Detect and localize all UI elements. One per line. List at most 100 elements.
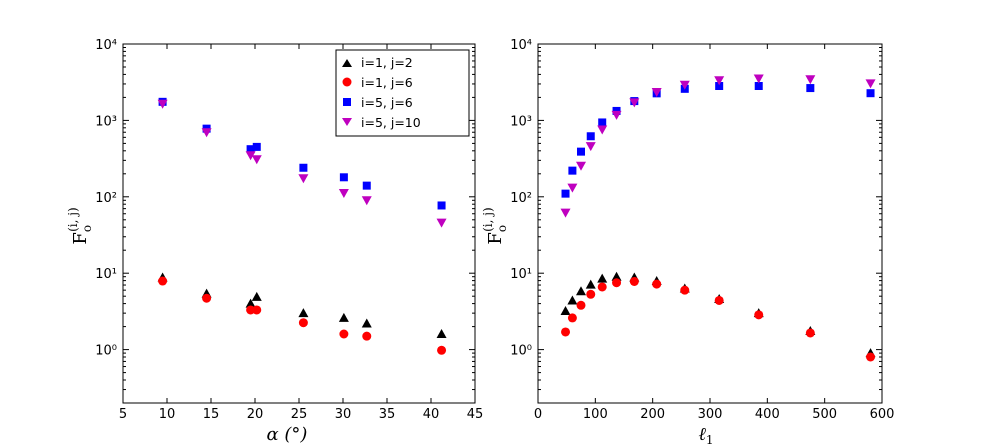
left-data-points [157, 97, 447, 355]
right-point-square [598, 118, 607, 127]
left-point-square [339, 173, 348, 182]
right-point-triangle-down [865, 79, 876, 89]
right-point-triangle-up [597, 273, 608, 283]
left-x-tick-label: 10 [159, 407, 176, 422]
right-point-circle [597, 282, 607, 292]
right-point-circle [866, 352, 876, 362]
right-point-triangle-up [567, 295, 578, 305]
left-point-circle [437, 345, 447, 355]
right-y-tick-label: 10² [510, 191, 532, 206]
right-point-triangle-down [805, 75, 816, 85]
svg-text:Fo(i, j): Fo(i, j) [66, 207, 94, 244]
right-point-square [866, 89, 875, 98]
right-point-triangle-up [576, 286, 586, 296]
right-x-tick-label: 0 [534, 407, 542, 422]
legend-box [335, 49, 470, 137]
right-point-circle [567, 313, 577, 323]
left-point-square [252, 142, 261, 151]
left-x-tick-label: 30 [335, 407, 352, 422]
right-point-triangle-down [753, 74, 764, 84]
right-point-triangle-down [679, 80, 690, 90]
legend-entry-i5-j10: i=5, j=10 [342, 115, 421, 130]
right-point-square [806, 84, 815, 93]
left-point-circle [339, 329, 349, 339]
right-y-label-sup: (i, j) [481, 207, 495, 232]
legend-marker-circle [342, 77, 352, 87]
left-point-triangle-down [157, 99, 168, 109]
right-y-tick-label: 10⁰ [510, 344, 532, 359]
right-y-label-main: F [485, 232, 506, 245]
right-point-circle [586, 289, 596, 299]
left-x-tick-label: 35 [379, 407, 396, 422]
left-x-tick-label: 25 [291, 407, 308, 422]
right-point-triangle-down [714, 76, 725, 86]
right-point-triangle-down [611, 110, 622, 120]
right-x-tick-label: 300 [698, 407, 723, 422]
left-y-label-main: F [70, 232, 91, 245]
right-point-square [586, 132, 595, 141]
svg-text:ℓ1: ℓ1 [698, 424, 713, 447]
left-point-triangle-down [251, 155, 262, 165]
right-point-circle [561, 327, 571, 337]
right-x-tick-label: 500 [812, 407, 837, 422]
right-x-tick-label: 100 [583, 407, 608, 422]
left-point-circle [252, 305, 262, 315]
right-point-triangle-down [567, 183, 578, 193]
left-x-axis-label-text: α (°) [267, 424, 308, 445]
left-x-tick-label: 40 [423, 407, 440, 422]
right-point-triangle-down [651, 88, 662, 98]
left-point-circle [202, 293, 212, 303]
left-series-i-5-j-10 [157, 99, 447, 228]
left-point-triangle-up [251, 291, 262, 301]
left-y-tick-label: 10² [95, 191, 117, 206]
legend: i=1, j=2 i=1, j=6 i=5, j=6 i=5, j=10 [335, 49, 470, 137]
left-y-tick-label: 10³ [95, 114, 117, 129]
left-x-tick-label: 15 [203, 407, 220, 422]
right-x-tick-label: 200 [640, 407, 665, 422]
right-y-tick-label: 10³ [510, 114, 532, 129]
left-point-triangle-up [298, 308, 309, 318]
right-x-label-main: ℓ [698, 424, 706, 445]
left-point-circle [362, 331, 372, 341]
right-x-label-sub: 1 [706, 433, 714, 447]
legend-label: i=5, j=10 [361, 115, 421, 130]
right-point-triangle-down [576, 161, 586, 171]
left-point-square [437, 201, 446, 210]
right-point-square [715, 82, 724, 91]
right-point-square [577, 147, 585, 156]
left-point-triangle-down [298, 174, 309, 184]
right-point-square [561, 189, 570, 198]
right-chart: 0 100 200 300 400 500 600 10⁰ 10¹ 10² 10³ 10⁴ ℓ1 Fo… [481, 38, 894, 447]
right-point-circle [612, 278, 622, 288]
right-point-triangle-down [585, 142, 596, 152]
legend-label: i=5, j=6 [361, 95, 413, 110]
left-y-tick-label: 10⁰ [95, 344, 117, 359]
right-point-square [754, 82, 763, 91]
left-point-triangle-down [361, 196, 372, 206]
right-point-square [568, 166, 577, 175]
left-point-triangle-down [201, 128, 212, 138]
left-point-triangle-down [245, 151, 256, 161]
left-series-i-1-j-6 [158, 276, 447, 355]
right-point-triangle-up [560, 306, 571, 316]
legend-entry-i5-j6: i=5, j=6 [343, 95, 413, 110]
right-ticks: 0 100 200 300 400 500 600 10⁰ 10¹ 10² 10³ 10⁴ [510, 38, 894, 422]
left-chart: 5 10 15 20 25 30 35 40 45 10⁰ 10¹ 10² 10³ 10⁴ α (°) F… [66, 38, 483, 445]
left-x-tick-label: 5 [119, 407, 127, 422]
right-point-triangle-down [560, 208, 571, 218]
right-point-circle [754, 310, 764, 320]
right-point-circle [629, 276, 639, 286]
right-point-circle [805, 328, 815, 338]
right-data-points [560, 74, 876, 362]
right-y-tick-label: 10⁴ [510, 38, 532, 53]
left-point-triangle-down [338, 189, 349, 199]
left-point-circle [298, 318, 308, 328]
right-point-circle [680, 285, 690, 295]
right-point-circle [652, 279, 662, 289]
legend-marker-square [343, 98, 351, 106]
left-y-label-sup: (i, j) [66, 207, 80, 232]
right-point-triangle-down [597, 125, 608, 135]
left-y-tick-label: 10⁴ [95, 38, 117, 53]
left-point-circle [246, 305, 256, 315]
right-series-i-5-j-10 [560, 74, 876, 218]
